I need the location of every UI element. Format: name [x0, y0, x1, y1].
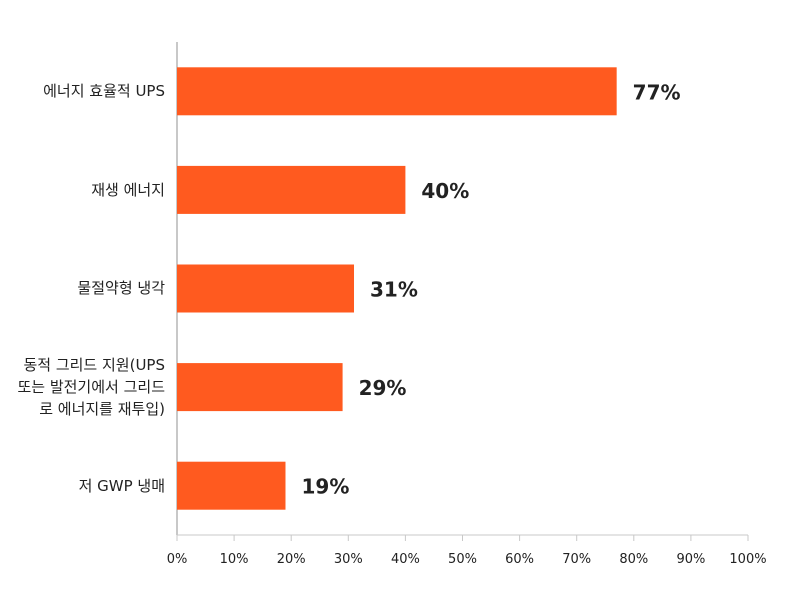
value-label: 29%: [359, 376, 407, 400]
bar: [177, 67, 617, 116]
category-label: 에너지 효율적 UPS: [43, 82, 165, 101]
x-tick-label: 80%: [619, 552, 648, 567]
bar: [177, 264, 355, 313]
value-label: 31%: [370, 278, 418, 302]
bar: [177, 363, 343, 412]
category-label: 물절약형 냉각: [77, 279, 165, 298]
category-label: 저 GWP 냉매: [78, 476, 165, 495]
x-tick-label: 100%: [729, 552, 766, 567]
category-label: 동적 그리드 지원(UPS 또는 발전기에서 그리드로 에너지를 재투입): [17, 356, 165, 419]
x-tick-label: 0%: [167, 552, 188, 567]
value-label: 19%: [301, 475, 349, 499]
x-tick-label: 30%: [334, 552, 363, 567]
bar: [177, 461, 286, 510]
bar: [177, 165, 406, 214]
x-tick-label: 20%: [277, 552, 306, 567]
x-tick-label: 70%: [562, 552, 591, 567]
x-tick-label: 50%: [448, 552, 477, 567]
category-label: 재생 에너지: [91, 180, 165, 199]
value-label: 77%: [633, 80, 681, 104]
x-tick-label: 10%: [220, 552, 249, 567]
x-tick-label: 90%: [676, 552, 705, 567]
value-label: 40%: [421, 179, 469, 203]
x-tick-label: 60%: [505, 552, 534, 567]
x-tick-label: 40%: [391, 552, 420, 567]
